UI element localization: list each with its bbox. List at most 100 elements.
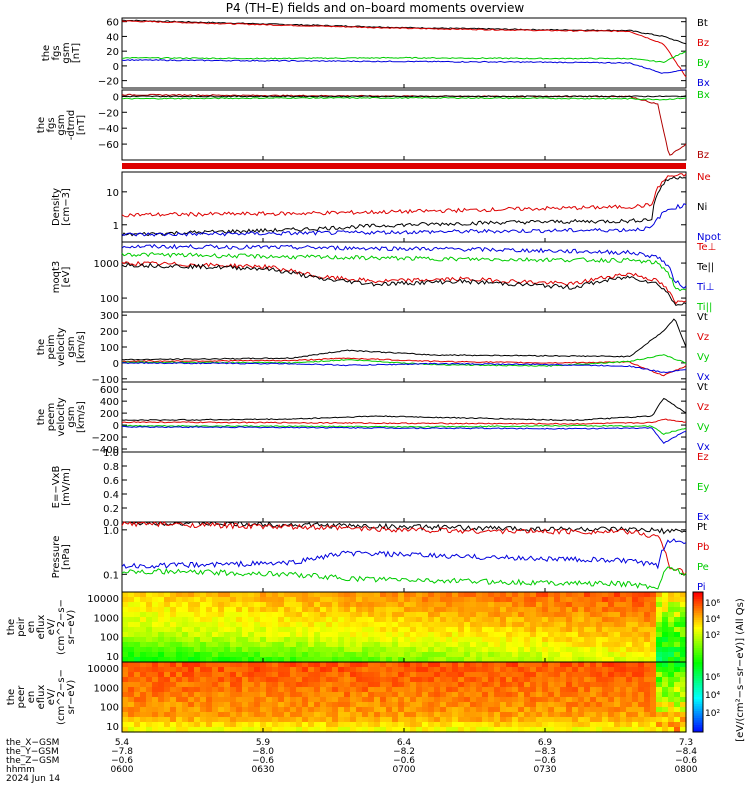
heat-cell xyxy=(182,702,189,708)
heat-cell xyxy=(416,617,423,623)
heat-cell xyxy=(140,667,147,673)
heat-cell xyxy=(308,682,315,688)
heat-cell xyxy=(326,667,333,673)
heat-cell xyxy=(344,647,351,653)
heat-cell xyxy=(590,722,597,728)
heat-cell xyxy=(170,682,177,688)
heat-cell xyxy=(152,637,159,643)
heat-cell xyxy=(578,697,585,703)
heat-cell xyxy=(290,682,297,688)
heat-cell xyxy=(500,617,507,623)
heat-cell xyxy=(158,667,165,673)
heat-cell xyxy=(464,597,471,603)
heat-cell xyxy=(410,727,417,733)
colorbar-band xyxy=(693,673,703,677)
heat-cell xyxy=(350,622,357,628)
heat-cell xyxy=(272,717,279,723)
heat-cell xyxy=(326,612,333,618)
heat-cell xyxy=(590,647,597,653)
heat-cell xyxy=(212,627,219,633)
heat-cell xyxy=(656,702,663,708)
heat-cell xyxy=(482,702,489,708)
series-Ne xyxy=(121,173,687,218)
heat-cell xyxy=(296,692,303,698)
xaxis-value: −8.0 xyxy=(252,747,274,757)
heat-cell xyxy=(224,627,231,633)
heat-cell xyxy=(230,627,237,633)
heat-cell xyxy=(590,682,597,688)
heat-cell xyxy=(278,707,285,713)
heat-cell xyxy=(464,722,471,728)
heat-cell xyxy=(488,602,495,608)
colorbar-band xyxy=(693,701,703,705)
heat-cell xyxy=(356,612,363,618)
heat-cell xyxy=(410,632,417,638)
heat-cell xyxy=(308,637,315,643)
heat-cell xyxy=(548,672,555,678)
heat-cell xyxy=(482,707,489,713)
heat-cell xyxy=(176,637,183,643)
colorbar-band xyxy=(693,690,703,693)
heat-cell xyxy=(248,657,255,663)
heat-cell xyxy=(176,717,183,723)
heat-cell xyxy=(512,717,519,723)
heat-cell xyxy=(182,612,189,618)
legend-Te||: Te|| xyxy=(696,262,714,273)
ylabel-line: [nT] xyxy=(71,43,82,63)
heat-cell xyxy=(446,657,453,663)
heat-cell xyxy=(668,602,675,608)
heat-cell xyxy=(398,662,405,668)
heat-cell xyxy=(212,697,219,703)
heat-cell xyxy=(164,607,171,613)
heat-cell xyxy=(200,617,207,623)
heat-cell xyxy=(644,642,651,648)
heat-cell xyxy=(536,687,543,693)
colorbar-band xyxy=(693,622,703,626)
heat-cell xyxy=(380,632,387,638)
heat-cell xyxy=(608,687,615,693)
heat-cell xyxy=(296,717,303,723)
heat-cell xyxy=(230,592,237,598)
heat-cell xyxy=(368,642,375,648)
heat-cell xyxy=(302,607,309,613)
series-Vt xyxy=(121,318,687,361)
heat-cell xyxy=(590,662,597,668)
heat-cell xyxy=(152,632,159,638)
legend-Ez: Ez xyxy=(697,452,709,463)
heat-cell xyxy=(380,702,387,708)
heat-cell xyxy=(440,632,447,638)
heat-cell xyxy=(152,657,159,663)
heat-cell xyxy=(530,722,537,728)
heat-cell xyxy=(524,672,531,678)
heat-cell xyxy=(146,682,153,688)
heat-cell xyxy=(398,657,405,663)
heat-cell xyxy=(656,647,663,653)
heat-cell xyxy=(506,662,513,668)
heat-cell xyxy=(620,622,627,628)
heat-cell xyxy=(560,597,567,603)
heat-cell xyxy=(392,727,399,733)
heat-cell xyxy=(218,612,225,618)
heat-cell xyxy=(212,727,219,733)
heat-cell xyxy=(266,637,273,643)
heat-cell xyxy=(338,682,345,688)
heat-cell xyxy=(188,697,195,703)
heat-cell xyxy=(506,697,513,703)
heat-cell xyxy=(398,642,405,648)
heat-cell xyxy=(638,707,645,713)
heat-cell xyxy=(524,722,531,728)
heat-cell xyxy=(338,617,345,623)
heat-cell xyxy=(176,672,183,678)
heat-cell xyxy=(314,662,321,668)
heat-cell xyxy=(554,682,561,688)
heat-cell xyxy=(620,612,627,618)
colorbar-band xyxy=(693,687,703,691)
heat-cell xyxy=(392,612,399,618)
heat-cell xyxy=(296,672,303,678)
heat-cell xyxy=(434,707,441,713)
colorbar-band xyxy=(693,594,703,598)
heat-cell xyxy=(272,697,279,703)
heat-cell xyxy=(314,597,321,603)
heat-cell xyxy=(662,637,669,643)
heat-cell xyxy=(356,657,363,663)
